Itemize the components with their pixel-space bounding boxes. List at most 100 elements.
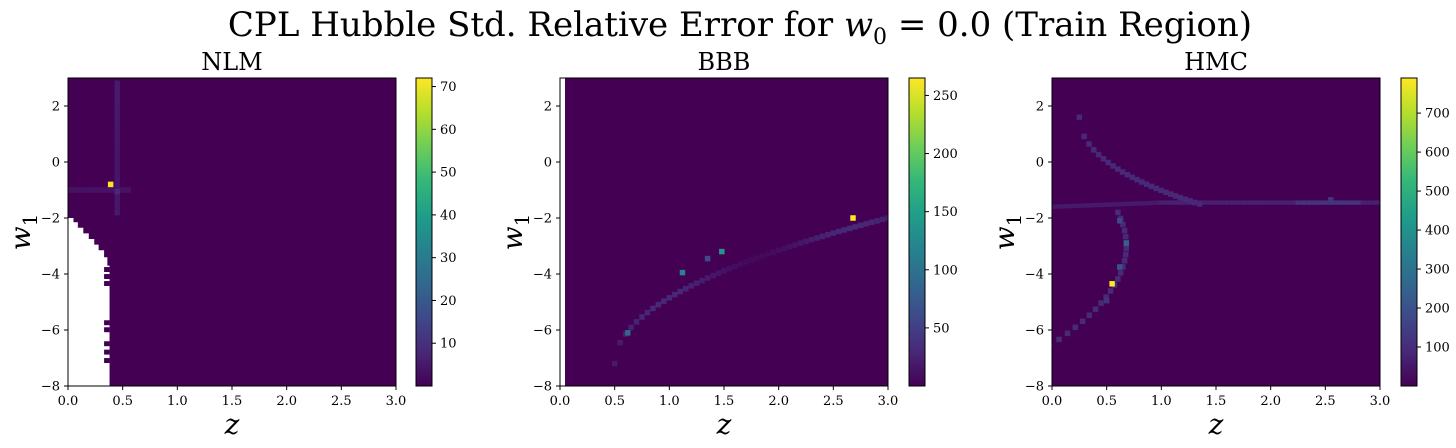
heatmap-cell: [693, 280, 700, 286]
heatmap-cell: [114, 108, 120, 115]
heatmap-cell: [1218, 200, 1225, 205]
heatmap-cell: [104, 320, 110, 326]
heatmap-cell: [114, 119, 120, 126]
heatmap-cell: [1038, 349, 1043, 355]
heatmap-cell: [114, 136, 120, 143]
heatmap-cell: [1100, 156, 1107, 162]
heatmap-cell: [1056, 336, 1062, 343]
panel-title: NLM: [201, 48, 263, 76]
heatmap-cell: [1105, 159, 1111, 166]
heatmap-cell: [1300, 200, 1307, 205]
heatmap-cell: [1122, 251, 1129, 258]
heatmap-cell: [114, 97, 120, 104]
heatmap-cell: [1273, 200, 1279, 205]
heatmap-cell: [754, 255, 760, 261]
heatmap-cell: [1086, 312, 1093, 318]
y-tick-label: −6: [1025, 324, 1044, 339]
panel-nlm: NLM 0.0 0.5 1.0 1.5 2.0 2.5 3.0 −8 −6 −4 −2 0 2 z w1 10 2…: [4, 48, 457, 441]
heatmap-cell: [1117, 270, 1124, 276]
heatmap-cell: [1115, 166, 1121, 172]
heatmap-cell: [104, 267, 110, 272]
heatmap-cell: [81, 187, 88, 193]
heatmap-cell: [1355, 200, 1361, 205]
heatmap-cell: [1175, 200, 1181, 205]
colorbar-tick-label: 50: [440, 166, 457, 181]
x-tick-label: 0.5: [112, 394, 133, 409]
heatmap-cell: [1333, 200, 1339, 205]
x-axis-label: z: [1208, 408, 1224, 441]
x-axis-label: z: [716, 408, 732, 441]
heatmap-cell: [104, 281, 110, 286]
heatmap-cell: [1107, 288, 1114, 294]
missing-data-region: [68, 218, 110, 386]
heatmap-cell: [1187, 198, 1193, 204]
heatmap-cell: [87, 187, 93, 193]
colorbar-tick-label: 100: [933, 263, 958, 278]
y-tick-label: −4: [1025, 268, 1044, 283]
heatmap-cell: [1148, 183, 1155, 190]
heatmap-cell: [677, 288, 683, 295]
heatmap-hotspot: [1328, 197, 1334, 203]
colorbar-tick-label: 30: [440, 251, 457, 266]
heatmap-cell: [852, 224, 858, 230]
heatmap-cell: [1114, 202, 1121, 207]
x-tick-label: 1.0: [659, 394, 680, 409]
heatmap-cell: [765, 251, 771, 257]
colorbar: 100 200 300 400 500 600 700: [1400, 77, 1450, 387]
heatmap-cell: [114, 203, 120, 210]
heatmap-cell: [1086, 141, 1092, 147]
colorbar-tick-label: 100: [1425, 341, 1450, 356]
heatmap-cell: [617, 339, 623, 346]
heatmap-cell: [1076, 114, 1083, 120]
y-tick-label: 0: [52, 156, 60, 171]
heatmap-cell: [688, 283, 694, 289]
figure-title: CPL Hubble Std. Relative Error for w0 = …: [228, 5, 1252, 50]
colorbar-tick-label: 700: [1425, 107, 1450, 122]
heatmap-cell: [109, 187, 115, 193]
heatmap-cell: [1129, 174, 1135, 181]
heatmap-cell: [710, 272, 716, 279]
panel-hmc: HMC 0.0 0.5 1.0 1.5 2.0 2.5 3.0 −8 −6 −4 −2 0 2 z w1 100…: [988, 48, 1450, 441]
heatmap-cell: [1120, 264, 1126, 270]
heatmap-cell: [1322, 200, 1329, 205]
heatmap-cell: [1360, 200, 1367, 205]
heatmap-cell: [1092, 306, 1099, 312]
colorbar-tick-label: 150: [933, 205, 958, 220]
x-tick-label: 1.0: [167, 394, 188, 409]
heatmap-hotspot: [1103, 297, 1110, 304]
heatmap-cell: [808, 236, 815, 243]
heatmap-cell: [1147, 200, 1154, 206]
heatmap-cell: [775, 247, 782, 254]
heatmap-cell: [104, 349, 110, 355]
y-tick-label: −4: [533, 268, 552, 283]
x-tick-label: 2.5: [823, 394, 844, 409]
heatmap-cell: [1366, 200, 1372, 205]
x-tick-label: 0.0: [550, 394, 571, 409]
heatmap-cell: [1091, 147, 1097, 153]
panel-title: BBB: [698, 48, 751, 76]
x-tick-label: 0.5: [604, 394, 625, 409]
y-axis-label: w1: [496, 214, 534, 251]
heatmap-cell: [1093, 202, 1099, 208]
heatmap-background: [68, 78, 396, 386]
heatmap-cell: [1196, 201, 1203, 207]
colorbar-tick-label: 20: [440, 294, 457, 309]
heatmap-cell: [874, 218, 880, 224]
panel-title: HMC: [1184, 48, 1248, 76]
y-tick-label: 2: [544, 100, 552, 115]
heatmap-cell: [1122, 233, 1129, 240]
heatmap-cell: [1207, 200, 1214, 205]
heatmap-cell: [1163, 189, 1169, 196]
heatmap-cell: [1076, 203, 1083, 208]
heatmap-cell: [125, 187, 131, 193]
heatmap-background: [1052, 78, 1380, 386]
heatmap-cell: [732, 263, 738, 270]
x-tick-label: 2.5: [331, 394, 352, 409]
heatmap-cell: [1123, 245, 1130, 252]
heatmap-cell: [70, 187, 77, 193]
heatmap-cell: [114, 125, 120, 132]
y-tick-label: 0: [544, 156, 552, 171]
y-tick-label: −8: [533, 380, 552, 395]
heatmap-cell: [1124, 171, 1131, 178]
